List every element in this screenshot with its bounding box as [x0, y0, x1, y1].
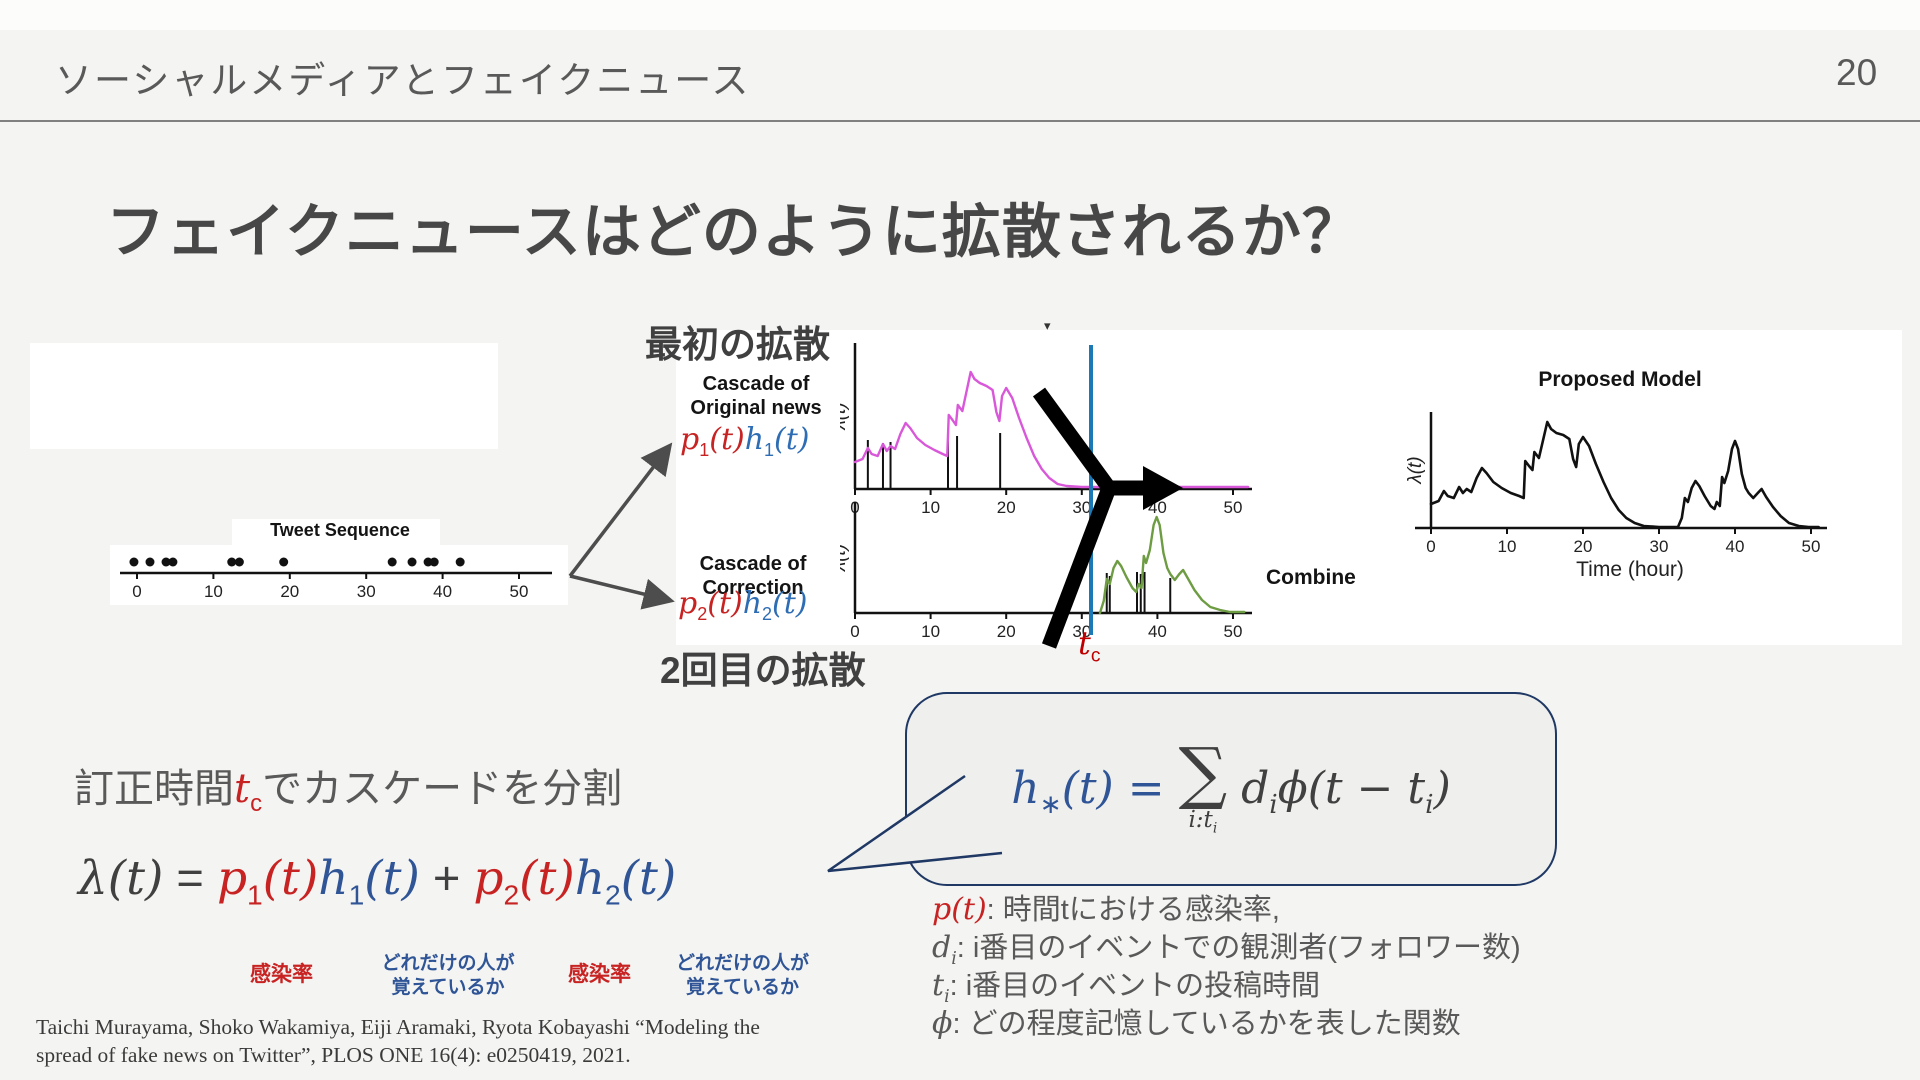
sum-icon: ∑ — [1178, 733, 1228, 813]
memory-kernel-formula: h∗(t) = ∑ i:ti diϕ(t − ti) — [1011, 733, 1451, 837]
svg-text:10: 10 — [204, 582, 223, 601]
header-divider — [0, 120, 1920, 122]
figure-background-left — [30, 343, 498, 449]
figure-background-main — [676, 330, 1902, 645]
tweet-label-background — [232, 519, 440, 545]
definition-d: di: i番目のイベントでの観測者(フォロワー数) — [932, 930, 1521, 969]
svg-text:10: 10 — [1498, 537, 1517, 556]
page-title: フェイクニュースはどのように拡散されるか？ — [106, 199, 1362, 265]
tweet-sequence-title: Tweet Sequence — [270, 520, 410, 540]
second-spread-label: 2回目の拡散 — [660, 650, 866, 691]
memory-label-2: どれだけの人が 覚えているか — [675, 953, 809, 998]
top-strip — [0, 0, 1920, 30]
lambda-formula: λ(t) = p1(t)h1(t) + p2(t)h2(t) — [78, 851, 677, 911]
cascade-correction-plot: 0 10 20 30 40 50 λ(t) — [840, 502, 1252, 641]
svg-text:40: 40 — [1148, 622, 1167, 641]
tweet-plot-background — [110, 545, 568, 605]
svg-text:0: 0 — [132, 582, 141, 601]
split-description: 訂正時間tcでカスケードを分割 — [74, 766, 623, 817]
svg-text:20: 20 — [997, 498, 1016, 517]
correction-time-line — [1089, 345, 1093, 635]
svg-text:20: 20 — [997, 622, 1016, 641]
bubble-tail — [827, 774, 1003, 873]
citation: Taichi Murayama, Shoko Wakamiya, Eiji Ar… — [36, 1015, 760, 1067]
svg-text:λ(t): λ(t) — [1405, 456, 1426, 484]
svg-text:50: 50 — [1224, 498, 1243, 517]
svg-text:20: 20 — [280, 582, 299, 601]
svg-text:λ(t): λ(t) — [840, 544, 850, 572]
proposed-model-plot: 0 10 20 30 40 50 λ(t) — [1405, 412, 1827, 556]
svg-text:50: 50 — [510, 582, 529, 601]
svg-text:40: 40 — [433, 582, 452, 601]
time-axis-label: Time (hour) — [1576, 558, 1684, 581]
svg-text:0: 0 — [1426, 537, 1435, 556]
first-spread-label: 最初の拡散 — [645, 324, 830, 365]
svg-text:30: 30 — [357, 582, 376, 601]
cascade1-label: Cascade of Original news — [690, 373, 822, 420]
svg-text:40: 40 — [1726, 537, 1745, 556]
slide-header: ソーシャルメディアとフェイクニュース — [55, 60, 751, 101]
combine-arrow-icon — [1032, 387, 1183, 649]
svg-text:50: 50 — [1802, 537, 1821, 556]
cascade1-formula: p1(t)h1(t) — [680, 422, 810, 460]
page-number: 20 — [1836, 52, 1878, 93]
combine-label: Combine — [1266, 566, 1356, 589]
infection-rate-label-2: 感染率 — [568, 963, 631, 986]
svg-text:30: 30 — [1072, 622, 1091, 641]
memory-label-1: どれだけの人が 覚えているか — [381, 953, 515, 998]
svg-text:10: 10 — [921, 622, 940, 641]
definition-phi: ϕ: どの程度記憶しているかを表した関数 — [932, 1006, 1461, 1041]
cascade2-formula: p2(t)h2(t) — [678, 586, 808, 624]
svg-text:30: 30 — [1650, 537, 1669, 556]
tweet-sequence-plot: 0 10 20 30 40 50 — [120, 557, 552, 601]
tc-label: tc — [1078, 624, 1101, 667]
svg-text:50: 50 — [1224, 622, 1243, 641]
definition-t: ti: i番目のイベントの投稿時間 — [932, 968, 1321, 1007]
cascade2-label: Cascade of Correction — [699, 553, 807, 600]
definition-p: p(t): 時間tにおける感染率, — [932, 892, 1280, 927]
split-arrows-icon — [568, 442, 675, 610]
formula-bubble: h∗(t) = ∑ i:ti diϕ(t − ti) — [905, 692, 1557, 886]
infection-rate-label-1: 感染率 — [250, 963, 313, 986]
svg-text:10: 10 — [921, 498, 940, 517]
svg-text:λ(t): λ(t) — [840, 402, 850, 430]
svg-text:0: 0 — [850, 622, 859, 641]
svg-text:30: 30 — [1072, 498, 1091, 517]
proposed-model-title: Proposed Model — [1538, 368, 1702, 391]
definitions-list: p(t): 時間tにおける感染率, di: i番目のイベントでの観測者(フォロワ… — [932, 891, 1521, 1043]
svg-text:20: 20 — [1574, 537, 1593, 556]
cursor-marker-icon: ▾ — [1044, 318, 1051, 333]
